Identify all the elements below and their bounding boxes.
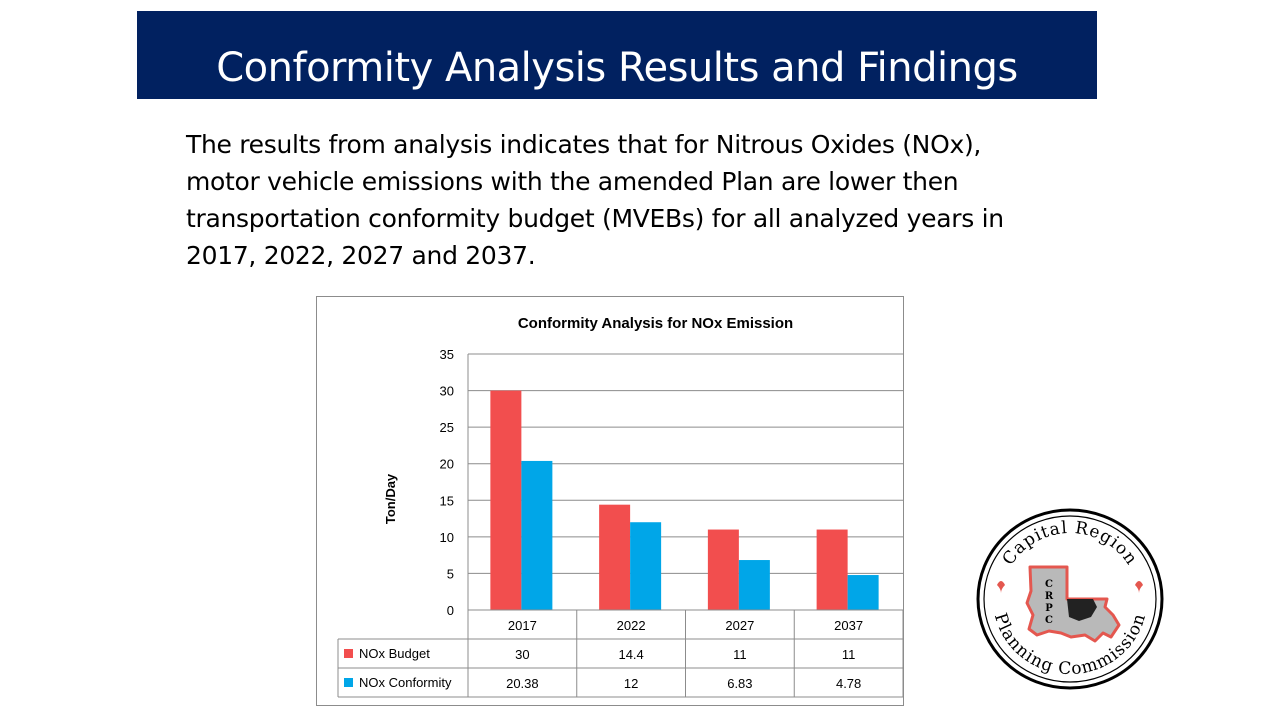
bar-conformity xyxy=(630,522,662,610)
x-category-label: 2022 xyxy=(617,618,646,633)
legend-label: NOx Conformity xyxy=(359,675,452,690)
y-tick-label: 15 xyxy=(440,493,454,508)
data-table-value: 14.4 xyxy=(618,647,643,662)
logo-letter: R xyxy=(1045,591,1054,602)
bar-budget xyxy=(816,529,848,610)
chart-frame: Conformity Analysis for NOx Emission 0 5 10… xyxy=(316,296,904,706)
bar-budget xyxy=(599,504,631,610)
crpc-logo: Capital Region Planning Commission C R P… xyxy=(976,508,1164,690)
data-table-value: 11 xyxy=(842,647,856,662)
y-tick-label: 5 xyxy=(447,566,454,581)
chart-title: Conformity Analysis for NOx Emission xyxy=(518,315,793,332)
data-table-value: 6.83 xyxy=(727,676,752,691)
body-line: transportation conformity budget (MVEBs)… xyxy=(186,204,1004,233)
x-category-label: 2037 xyxy=(834,618,863,633)
slide-title: Conformity Analysis Results and Findings xyxy=(216,45,1018,91)
y-tick-label: 30 xyxy=(440,384,454,399)
x-category-label: 2027 xyxy=(725,618,754,633)
data-table-value: 30 xyxy=(515,647,529,662)
y-axis-label: Ton/Day xyxy=(383,473,398,524)
y-tick-label: 10 xyxy=(440,530,454,545)
data-table-value: 11 xyxy=(733,647,747,662)
body-line: motor vehicle emissions with the amended… xyxy=(186,167,959,196)
bar-conformity xyxy=(847,575,879,610)
fleur-de-lis-icon xyxy=(997,581,1005,593)
y-tick-label: 25 xyxy=(440,420,454,435)
legend-label: NOx Budget xyxy=(359,646,430,661)
slide-body-text: The results from analysis indicates that… xyxy=(186,126,1086,274)
nox-chart: Conformity Analysis for NOx Emission 0 5 10… xyxy=(337,315,903,698)
x-category-label: 2017 xyxy=(508,618,537,633)
data-table-value: 12 xyxy=(624,676,638,691)
data-table-value: 20.38 xyxy=(506,676,539,691)
data-table-value: 4.78 xyxy=(836,676,861,691)
bar-conformity xyxy=(521,460,553,610)
capital-region-parishes-shape xyxy=(1067,599,1097,621)
body-line: 2017, 2022, 2027 and 2037. xyxy=(186,241,536,270)
logo-letter: C xyxy=(1045,579,1053,590)
legend-swatch-budget xyxy=(344,649,353,658)
logo-letter: C xyxy=(1045,615,1053,626)
body-line: The results from analysis indicates that… xyxy=(186,130,982,159)
bar-conformity xyxy=(738,560,770,610)
y-tick-label: 0 xyxy=(447,603,454,618)
fleur-de-lis-icon xyxy=(1135,581,1143,593)
legend-swatch-conformity xyxy=(344,678,353,687)
y-tick-label: 20 xyxy=(440,457,454,472)
bar-budget xyxy=(707,529,739,610)
title-bar: Conformity Analysis Results and Findings xyxy=(137,11,1097,99)
y-tick-label: 35 xyxy=(440,347,454,362)
logo-letter: P xyxy=(1045,603,1053,614)
bar-budget xyxy=(490,390,522,610)
